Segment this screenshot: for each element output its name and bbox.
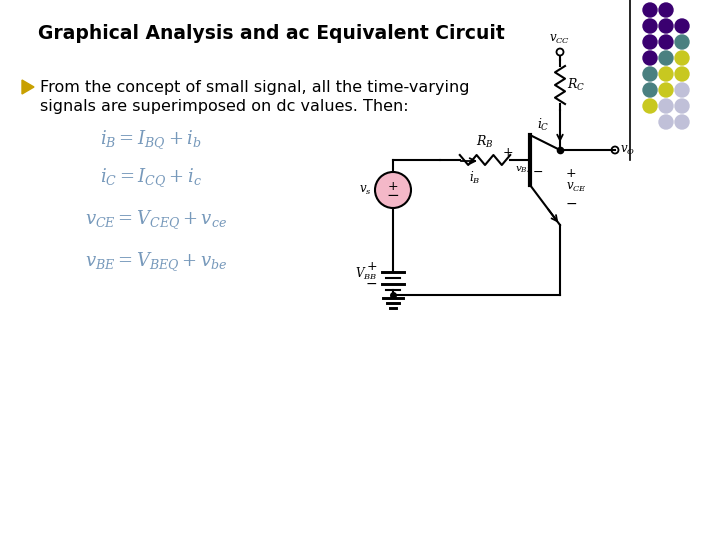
Circle shape — [675, 83, 689, 97]
Circle shape — [675, 51, 689, 65]
Text: $v_{CC}$: $v_{CC}$ — [549, 33, 570, 46]
Polygon shape — [22, 80, 34, 94]
Text: $v_s$: $v_s$ — [359, 184, 372, 197]
Text: $v_O$: $v_O$ — [620, 144, 635, 157]
Circle shape — [643, 35, 657, 49]
Circle shape — [643, 3, 657, 17]
Circle shape — [659, 115, 673, 129]
Text: +: + — [566, 167, 577, 180]
Circle shape — [675, 35, 689, 49]
Circle shape — [659, 99, 673, 113]
Text: +: + — [366, 260, 377, 273]
Text: $v_{CE} = V_{CEQ} + v_{ce}$: $v_{CE} = V_{CEQ} + v_{ce}$ — [85, 208, 227, 231]
Circle shape — [659, 51, 673, 65]
Text: −: − — [533, 165, 544, 179]
Circle shape — [675, 19, 689, 33]
Text: +: + — [503, 145, 513, 159]
Circle shape — [659, 83, 673, 97]
Circle shape — [659, 67, 673, 81]
Text: $i_B$: $i_B$ — [469, 170, 481, 186]
Text: $i_B = I_{BQ} + i_b$: $i_B = I_{BQ} + i_b$ — [100, 129, 202, 151]
Text: $v_{BL}$: $v_{BL}$ — [515, 165, 533, 176]
Circle shape — [375, 172, 411, 208]
Text: $v_{CE}$: $v_{CE}$ — [566, 181, 587, 194]
Circle shape — [643, 99, 657, 113]
Text: −: − — [365, 277, 377, 291]
Circle shape — [659, 35, 673, 49]
Text: −: − — [566, 197, 577, 211]
Circle shape — [643, 19, 657, 33]
Circle shape — [675, 115, 689, 129]
Text: From the concept of small signal, all the time-varying: From the concept of small signal, all th… — [40, 80, 469, 95]
Text: $R_B$: $R_B$ — [476, 134, 494, 150]
Circle shape — [659, 3, 673, 17]
Text: Graphical Analysis and ac Equivalent Circuit: Graphical Analysis and ac Equivalent Cir… — [38, 24, 505, 43]
Circle shape — [643, 51, 657, 65]
Circle shape — [659, 19, 673, 33]
Text: signals are superimposed on dc values. Then:: signals are superimposed on dc values. T… — [40, 99, 409, 114]
Circle shape — [643, 83, 657, 97]
Text: $i_C = I_{CQ} + i_c$: $i_C = I_{CQ} + i_c$ — [100, 167, 202, 190]
Text: +: + — [387, 179, 398, 192]
Text: $i_C$: $i_C$ — [537, 117, 550, 133]
Text: $V_{BB}$: $V_{BB}$ — [355, 266, 377, 282]
Text: $v_{BE} = V_{BEQ} + v_{be}$: $v_{BE} = V_{BEQ} + v_{be}$ — [85, 251, 228, 273]
Text: −: − — [387, 188, 400, 204]
Circle shape — [643, 67, 657, 81]
Circle shape — [675, 99, 689, 113]
Circle shape — [675, 67, 689, 81]
Text: $R_C$: $R_C$ — [567, 77, 585, 93]
